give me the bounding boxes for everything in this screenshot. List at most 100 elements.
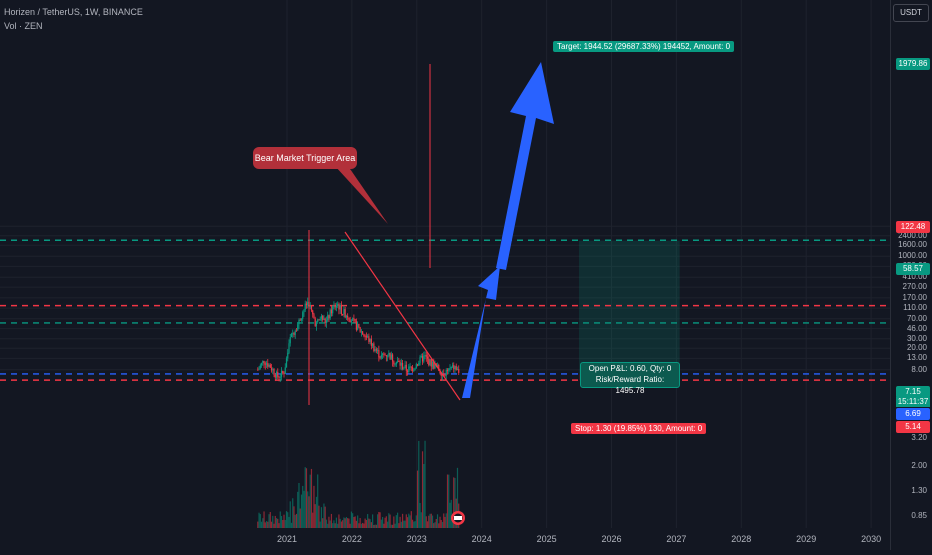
volume-bar [330,513,333,528]
candle-body [345,315,348,318]
volume-bar [317,474,319,528]
volume-bar [309,474,311,528]
volume-bar [289,501,291,528]
volume-bar [420,512,422,528]
chart-svg[interactable] [0,0,890,550]
price-axis[interactable]: 3600.002400.001600.001000.00650.00410.00… [890,0,932,550]
volume-bar [315,496,318,528]
candle-body [305,303,308,306]
candle-body [350,321,353,323]
candle-body [338,304,340,310]
volume-bar [401,513,404,528]
candle-body [315,322,318,327]
target-label[interactable]: Target: 1944.52 (29687.33%) 194452, Amou… [553,41,735,52]
candle-body [455,366,457,370]
volume-bar [302,485,304,528]
volume-bar [406,517,409,528]
volume-bar [372,514,374,528]
bar-countdown: 15:11:37 [896,397,930,407]
candle-body [443,373,445,376]
candle-body [339,305,341,310]
candle-body [285,358,288,368]
stop-label[interactable]: Stop: 1.30 (19.85%) 130, Amount: 0 [571,423,707,434]
volume-bar [359,518,361,528]
volume-bar [283,514,285,528]
currency-button[interactable]: USDT [893,4,929,22]
price-tag-stop: 5.14 [896,421,930,433]
candle-body [274,374,276,378]
candle-body [450,366,452,369]
candle-body [282,370,284,373]
volume-bar [279,511,281,528]
volume-bar [357,515,359,528]
candle-body [330,309,333,314]
y-tick-label: 110.00 [903,303,927,313]
volume-bar [405,514,407,528]
volume-bar [430,513,432,528]
volume-bar [409,515,411,528]
volume-bar [425,516,427,528]
y-tick-label: 20.00 [906,343,927,353]
candle-body [388,352,390,356]
volume-bar [322,518,324,528]
chart-area[interactable]: Horizen / TetherUS, 1W, BINANCE Vol · ZE… [0,0,890,550]
volume-bar [446,474,449,528]
candle-body [377,349,379,351]
volume-bar [339,518,341,528]
volume-bar [398,523,400,528]
candle-body [391,354,394,362]
candle-body [426,356,429,359]
candle-body [333,305,335,307]
volume-bar [293,506,295,528]
x-tick-label: 2021 [276,534,298,544]
candle-body [389,352,391,360]
volume-bar [292,498,294,528]
volume-bar [268,514,270,528]
candle-body [363,334,365,336]
volume-bar [297,491,299,528]
price-tag-green-mid: 58.57 [896,263,930,275]
x-tick-label: 2024 [471,534,492,544]
candle-body [368,336,370,342]
blue-arrow-small[interactable] [462,266,500,398]
volume-bar [332,523,334,528]
bear-market-callout[interactable]: Bear Market Trigger Area [253,147,357,169]
candle-body [445,370,447,376]
volume-bar [305,468,308,528]
candle-body [382,353,384,355]
volume-bar [277,518,279,528]
open-pl-text: Open P&L: 0.60, Qty: 0 [588,364,672,373]
y-tick-label: 2400.00 [898,230,927,240]
volume-bar [364,518,366,528]
candle-body [332,306,334,314]
candle-body [454,366,456,370]
candle-body [337,304,339,307]
volume-bar [453,477,455,528]
bear-callout-pointer [335,166,388,224]
x-tick-label: 2022 [341,534,362,544]
y-tick-label: 3.20 [911,433,927,442]
volume-bar [429,513,431,528]
candle-body [362,331,364,335]
volume-bar [337,523,339,528]
volume-bar [431,515,434,528]
volume-bar [263,511,265,528]
volume-indicator-label: Vol · ZEN [4,21,43,31]
volume-bar [403,520,405,528]
volume-bar [433,523,435,528]
volume-bar [367,514,369,528]
position-info-box[interactable]: Open P&L: 0.60, Qty: 0 Risk/Reward Ratio… [580,362,680,395]
candle-body [431,361,434,367]
risk-reward-text: Risk/Reward Ratio: 1495.78 [595,375,665,395]
volume-bar [434,522,436,528]
candle-body [393,361,395,365]
volume-bar [303,490,305,528]
candle-body [353,318,355,320]
candle-body [424,355,426,357]
candle-body [293,333,295,335]
volume-bar [340,521,343,528]
candle-body [265,363,268,365]
blue-arrow-large[interactable] [496,62,554,270]
volume-bar [314,504,316,528]
candle-body [298,319,300,325]
